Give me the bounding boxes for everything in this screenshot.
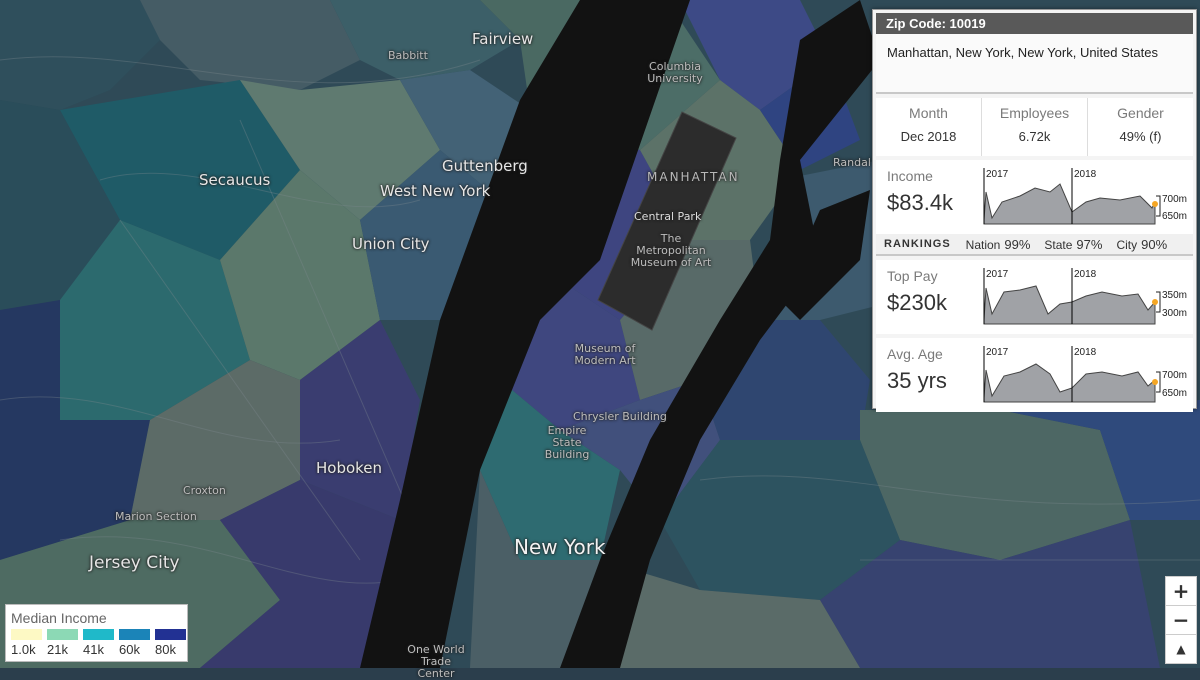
region [0,300,150,560]
legend-swatch [11,629,42,640]
metric-top-pay: Top Pay $230k 2017 2018 350m 300m [876,260,1193,334]
region [600,560,860,668]
region [660,440,900,600]
tick-lo: 300m [1162,308,1187,319]
axis-bracket [1156,291,1161,313]
tick-hi: 350m [1162,290,1187,301]
legend-swatch [155,629,186,640]
ranking-label: Nation [965,237,1001,252]
ranking-value: 90% [1141,236,1168,252]
ranking-value: 99% [1004,236,1031,252]
axis-bracket [1156,371,1161,393]
stat-label: Month [909,105,948,121]
legend-labels: 1.0k 21k 41k 60k 80k [11,642,191,657]
region [480,380,620,560]
compass-north-button[interactable]: ▲ [1165,634,1197,664]
legend-swatch [83,629,114,640]
legend-label: 80k [155,642,176,657]
sparkline-area [983,363,1156,403]
region [240,80,440,220]
region [60,80,300,260]
region [1000,400,1200,520]
legend-label: 60k [119,642,140,657]
metric-label: Income [887,168,933,184]
region [820,520,1160,668]
central-park [597,111,737,331]
ranking-label: City [1116,237,1138,252]
stat-value: Dec 2018 [900,129,957,144]
region [0,0,160,110]
region [680,0,830,110]
ranking-label: State [1044,237,1073,252]
zoom-in-button[interactable]: + [1165,576,1197,606]
stat-month: Month Dec 2018 [876,98,982,156]
east-river [560,0,880,668]
region [330,0,520,80]
current-point [1152,299,1158,305]
legend-swatch [47,629,78,640]
tick-hi: 700m [1162,370,1187,381]
rankings-title: RANKINGS [884,238,951,250]
stat-label: Employees [999,105,1070,121]
river-channel [780,190,870,320]
location-text: Manhattan, New York, New York, United St… [876,34,1193,94]
metric-income: Income $83.4k 2017 2018 700m 650m [876,160,1193,234]
region [200,480,400,668]
stat-value: 49% (f) [1119,129,1162,144]
avg-age-sparkline: 2017 2018 700m 650m [983,346,1187,403]
income-sparkline: 2017 2018 700m 650m [983,168,1187,225]
metric-avg-age: Avg. Age 35 yrs 2017 2018 700m 650m [876,338,1193,412]
tick-lo: 650m [1162,211,1187,222]
zoom-out-button[interactable]: − [1165,605,1197,635]
tick-lo: 650m [1162,388,1187,399]
legend-title: Median Income [11,610,107,626]
hudson-river [360,0,690,668]
region [130,360,300,520]
year-label-2018: 2018 [1074,169,1097,180]
zip-code-header: Zip Code: 10019 [876,13,1193,34]
axis-bracket [1156,195,1161,217]
ranking-nation: Nation 99% [966,237,1031,252]
region [470,470,600,668]
income-legend: Median Income 1.0k 21k 41k 60k 80k [5,604,188,662]
stat-gender: Gender 49% (f) [1088,98,1193,156]
year-label-2017: 2017 [986,347,1009,358]
ranking-value: 97% [1076,236,1103,252]
region [140,0,360,90]
rankings-row: RANKINGS Nation 99% State 97% City 90% [876,234,1193,256]
ranking-city: City 90% [1116,237,1167,252]
metric-label: Avg. Age [887,346,943,362]
top-pay-sparkline: 2017 2018 350m 300m [983,268,1187,325]
region [0,100,120,310]
legend-swatch [119,629,150,640]
ranking-state: State 97% [1044,237,1102,252]
stat-value: 6.72k [1018,129,1051,144]
current-point [1152,201,1158,207]
legend-label: 41k [83,642,104,657]
region [220,170,380,380]
current-point [1152,379,1158,385]
metric-value: 35 yrs [887,368,947,393]
stat-employees: Employees 6.72k [982,98,1088,156]
year-label-2017: 2017 [986,169,1009,180]
legend-label: 21k [47,642,68,657]
zip-info-panel: Zip Code: 10019 Manhattan, New York, New… [872,9,1197,412]
metric-label: Top Pay [887,268,938,284]
legend-label: 1.0k [11,642,36,657]
year-label-2018: 2018 [1074,347,1097,358]
stat-label: Gender [1117,105,1164,121]
sparkline-area [983,183,1156,225]
metric-value: $230k [887,290,947,315]
year-label-2018: 2018 [1074,269,1097,280]
tick-hi: 700m [1162,194,1187,205]
region [300,320,420,520]
legend-swatches [11,629,186,640]
sparkline-area [983,285,1156,325]
region [60,220,250,420]
year-label-2017: 2017 [986,269,1009,280]
metric-value: $83.4k [887,190,954,215]
region [860,410,1130,560]
stats-row: Month Dec 2018 Employees 6.72k Gender 49… [876,98,1193,156]
